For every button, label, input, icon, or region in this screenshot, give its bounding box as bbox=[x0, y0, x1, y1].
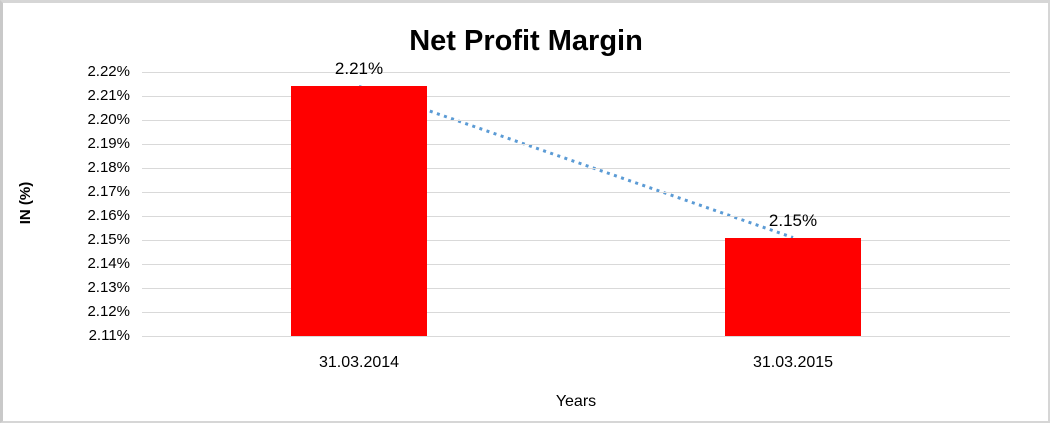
gridline bbox=[142, 311, 1010, 313]
y-tick-label: 2.16% bbox=[87, 207, 130, 224]
y-axis-title-text: IN (%) bbox=[17, 181, 34, 225]
gridline bbox=[142, 167, 1010, 169]
gridline bbox=[142, 191, 1010, 193]
y-tick-label: 2.19% bbox=[87, 135, 130, 152]
plot-area: 2.22% 2.21% 2.20% 2.19% 2.18% 2.17% 2.16% 2.15%… bbox=[87, 59, 1010, 371]
gridline bbox=[142, 239, 1010, 241]
y-tick-label: 2.13% bbox=[87, 279, 130, 296]
gridline bbox=[142, 71, 1010, 73]
gridline bbox=[142, 95, 1010, 97]
y-tick-label: 2.20% bbox=[87, 111, 130, 128]
bar-31.03.2015 bbox=[725, 237, 861, 336]
gridline bbox=[142, 335, 1010, 337]
y-tick-label: 2.11% bbox=[88, 327, 130, 344]
gridline bbox=[142, 287, 1010, 289]
y-tick-label: 2.12% bbox=[87, 303, 130, 320]
x-category-label: 31.03.2015 bbox=[752, 354, 834, 371]
gridline bbox=[142, 119, 1010, 121]
x-category-label: 31.03.2014 bbox=[318, 354, 400, 371]
y-tick-label: 2.15% bbox=[87, 231, 130, 248]
y-tick-label: 2.17% bbox=[87, 183, 130, 200]
bar-value-label: 2.15% bbox=[768, 210, 818, 230]
chart-title: Net Profit Margin bbox=[409, 25, 643, 57]
y-tick-label: 2.18% bbox=[87, 159, 130, 176]
bar-31.03.2014 bbox=[291, 86, 427, 336]
gridline bbox=[142, 215, 1010, 217]
bar-value-label: 2.21% bbox=[334, 59, 384, 79]
y-tick-label: 2.22% bbox=[87, 63, 130, 80]
y-tick-label: 2.21% bbox=[87, 87, 130, 104]
gridline bbox=[142, 263, 1010, 265]
x-axis-title: Years bbox=[555, 393, 597, 410]
gridline bbox=[142, 143, 1010, 145]
y-tick-label: 2.14% bbox=[87, 255, 130, 272]
trendline bbox=[358, 84, 794, 240]
